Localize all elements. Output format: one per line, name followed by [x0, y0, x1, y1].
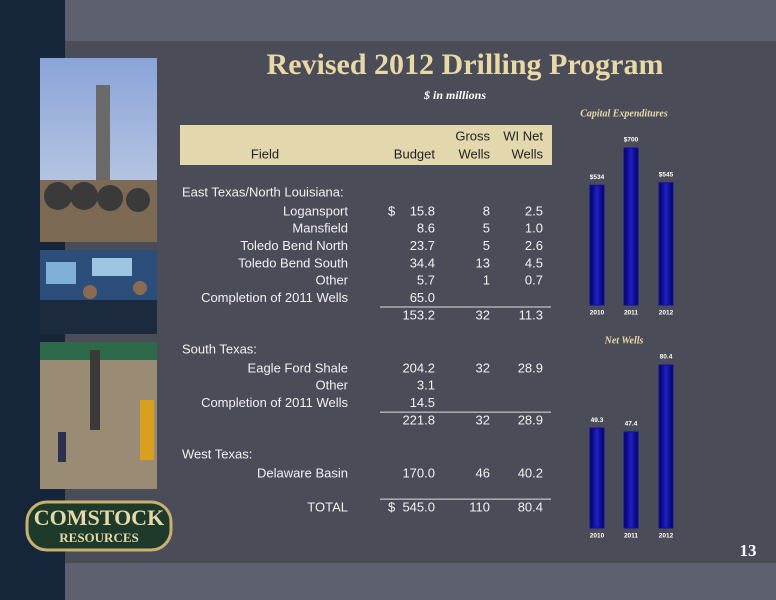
cell: 545.0	[402, 500, 435, 515]
cell: 5.7	[417, 273, 435, 288]
row-label: Completion of 2011 Wells	[201, 290, 348, 305]
col-header: Gross	[455, 128, 490, 143]
chart-title: Net Wells	[604, 335, 644, 346]
row-label: Completion of 2011 Wells	[201, 395, 348, 410]
photo-control-room	[40, 250, 157, 334]
row-label: Other	[315, 273, 348, 288]
cell: $	[388, 203, 396, 218]
photo-wellhead	[40, 342, 157, 489]
cell: 65.0	[410, 290, 435, 305]
cell: 1.0	[525, 221, 543, 236]
cell: 40.2	[518, 466, 543, 481]
logo-text: RESOURCES	[59, 530, 138, 545]
x-tick-label: 2011	[624, 533, 638, 540]
cell: 2.5	[525, 203, 543, 218]
cell: 13	[476, 255, 490, 270]
cell: 170.0	[402, 466, 435, 481]
bottom-band	[0, 563, 776, 600]
row-label: Mansfield	[292, 221, 348, 236]
col-header: Wells	[511, 146, 543, 161]
row-label: Other	[315, 378, 348, 393]
x-tick-label: 2012	[659, 310, 674, 317]
bar	[658, 182, 674, 306]
chart-title: Capital Expenditures	[580, 108, 668, 119]
col-header: WI Net	[503, 128, 543, 143]
top-band	[0, 0, 776, 41]
bar	[623, 147, 639, 306]
x-tick-label: 2011	[624, 310, 638, 317]
cell: 153.2	[402, 307, 435, 322]
section-heading: South Texas:	[182, 341, 257, 356]
logo-text: COMSTOCK	[34, 505, 164, 530]
row-label: Toledo Bend North	[240, 238, 348, 253]
cell: 0.7	[525, 273, 543, 288]
value-label: 47.4	[625, 421, 638, 428]
cell: 8	[483, 203, 490, 218]
cell: 32	[476, 307, 490, 322]
section-heading: West Texas:	[182, 447, 252, 462]
subtitle: $ in millions	[423, 88, 486, 102]
cell: 15.8	[410, 203, 435, 218]
cell: 5	[483, 221, 490, 236]
col-header: Budget	[394, 146, 436, 161]
cell: 4.5	[525, 255, 543, 270]
row-label: Delaware Basin	[257, 466, 348, 481]
bar	[589, 184, 605, 306]
value-label: $545	[659, 171, 674, 178]
row-label: Eagle Ford Shale	[248, 360, 348, 375]
cell: 11.3	[519, 307, 543, 322]
value-label: 49.3	[591, 417, 604, 424]
cell: 14.5	[410, 395, 435, 410]
bar	[623, 431, 639, 529]
cell: 23.7	[410, 238, 435, 253]
col-header: Wells	[458, 146, 490, 161]
row-label: TOTAL	[307, 500, 348, 515]
cell: 3.1	[417, 378, 435, 393]
cell: 28.9	[518, 360, 543, 375]
cell: 8.6	[417, 221, 435, 236]
cell: 32	[476, 413, 490, 428]
value-label: $534	[590, 174, 605, 181]
table-header-bg	[180, 125, 552, 165]
cell: 28.9	[518, 413, 543, 428]
cell: 46	[476, 466, 490, 481]
cell: 80.4	[518, 500, 543, 515]
row-label: Toledo Bend South	[238, 255, 348, 270]
cell: $	[388, 500, 396, 515]
bar	[658, 364, 674, 529]
row-label: Logansport	[283, 203, 348, 218]
logo: COMSTOCK RESOURCES	[25, 500, 173, 552]
cell: 2.6	[525, 238, 543, 253]
cell: 221.8	[402, 413, 435, 428]
value-label: $700	[624, 137, 639, 144]
x-tick-label: 2012	[659, 533, 674, 540]
col-header: Field	[251, 146, 279, 161]
cell: 34.4	[410, 255, 435, 270]
cell: 110	[469, 500, 490, 515]
cell: 32	[476, 360, 490, 375]
cell: 1	[483, 273, 490, 288]
section-heading: East Texas/North Louisiana:	[182, 184, 344, 199]
page-number: 13	[740, 541, 757, 560]
cell: 5	[483, 238, 490, 253]
x-tick-label: 2010	[590, 310, 605, 317]
x-tick-label: 2010	[590, 533, 605, 540]
value-label: 80.4	[660, 354, 673, 361]
bar	[589, 427, 605, 529]
photo-rig	[40, 58, 157, 242]
slide-title: Revised 2012 Drilling Program	[267, 48, 664, 81]
cell: 204.2	[402, 360, 435, 375]
